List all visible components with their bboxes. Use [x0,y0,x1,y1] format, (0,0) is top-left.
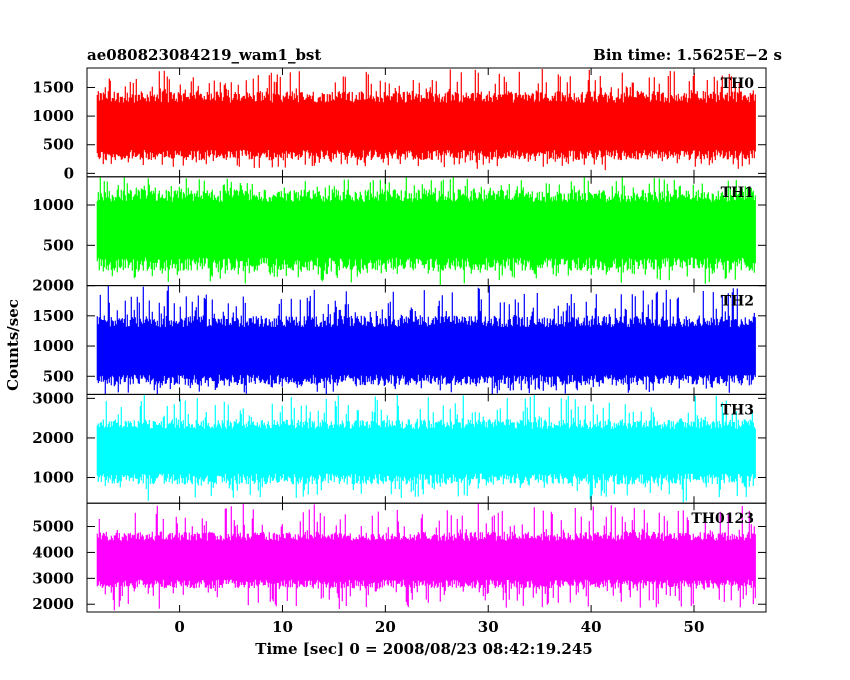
x-tick-label: 30 [478,618,499,636]
series-line-th1 [96,176,756,286]
y-tick-label: 1000 [32,196,74,214]
y-tick-label: 1000 [32,337,74,355]
x-tick-label: 50 [684,618,705,636]
panel-label: TH0 [721,76,755,92]
y-tick-label: 1500 [32,307,74,325]
x-tick-label: 0 [174,618,184,636]
panels: 0 500 1000 1500 TH0 0 500 1000 TH1 500 1000 1500 200… [32,67,767,613]
panel-label: TH3 [721,402,754,418]
y-tick-label: 4000 [32,543,74,561]
y-axis-label: Counts/sec [4,299,22,391]
y-tick-label: 500 [43,236,74,254]
x-tick-label: 10 [272,618,293,636]
panel-th2: 500 1000 1500 2000 TH2 [32,277,767,395]
panel-th0123: 2000 3000 4000 5000 TH0123 [32,502,767,613]
y-tick-label: 500 [43,136,74,154]
chart-title-right: Bin time: 1.5625E−2 s [593,46,782,64]
y-tick-label: 2000 [32,595,74,613]
x-axis-label: Time [sec] 0 = 2008/08/23 08:42:19.245 [255,640,592,658]
y-tick-label: 1000 [32,107,74,125]
x-tick-label: 40 [581,618,602,636]
x-tick-label: 20 [375,618,396,636]
panel-frame [86,502,767,613]
y-tick-label: 3000 [32,569,74,587]
series-line-th2 [96,285,756,395]
panel-label: TH2 [721,294,754,310]
y-tick-label: 1000 [32,468,74,486]
y-tick-label: 0 [64,277,74,295]
y-tick-label: 0 [64,164,74,182]
panel-th3: 1000 2000 3000 TH3 [32,389,767,504]
chart-title-left: ae080823084219_wam1_bst [87,46,321,64]
y-tick-label: 500 [43,367,74,385]
y-tick-label: 1500 [32,78,74,96]
y-tick-label: 5000 [32,518,74,536]
series-line-th0123 [96,503,756,611]
panel-label: TH1 [721,185,754,201]
y-tick-label: 2000 [32,277,74,295]
panel-th0: 0 500 1000 1500 TH0 [32,67,767,182]
series-line-th3 [96,394,756,503]
series-line-th0 [96,69,756,171]
x-axis: 0 10 20 30 40 50 [174,618,704,636]
y-tick-label: 3000 [32,389,74,407]
panel-th1: 0 500 1000 TH1 [32,176,767,295]
panel-label: TH0123 [691,511,754,527]
y-tick-label: 2000 [32,429,74,447]
